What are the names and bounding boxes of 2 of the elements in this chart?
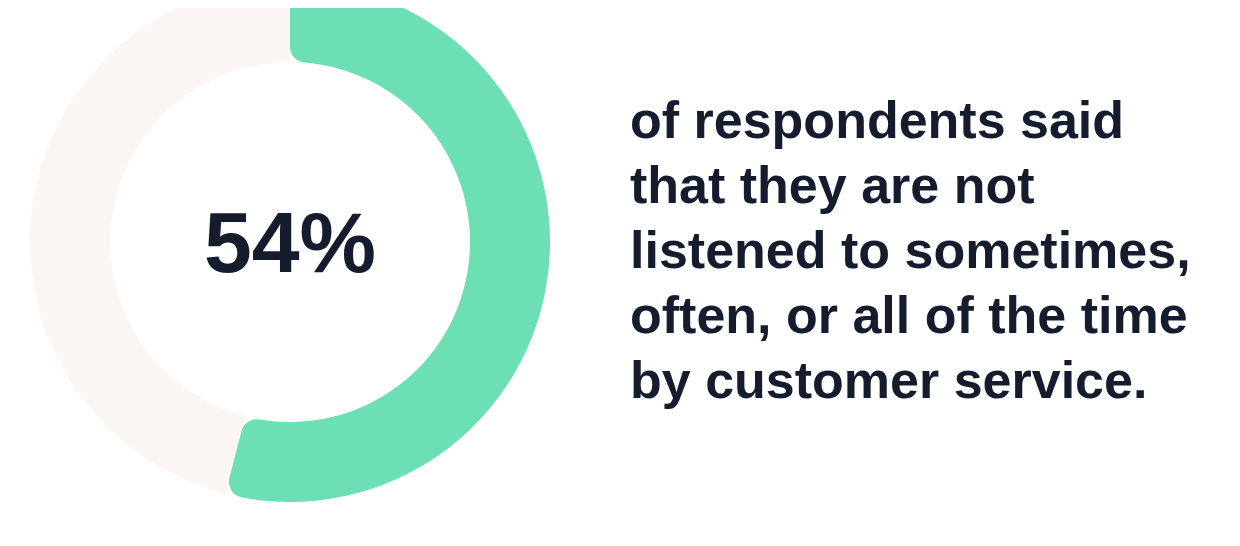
text: of respondents said that they are not listened to sometimes, often, or all of the time by customer service. [630,91,1191,409]
text: 54% [203,194,377,290]
